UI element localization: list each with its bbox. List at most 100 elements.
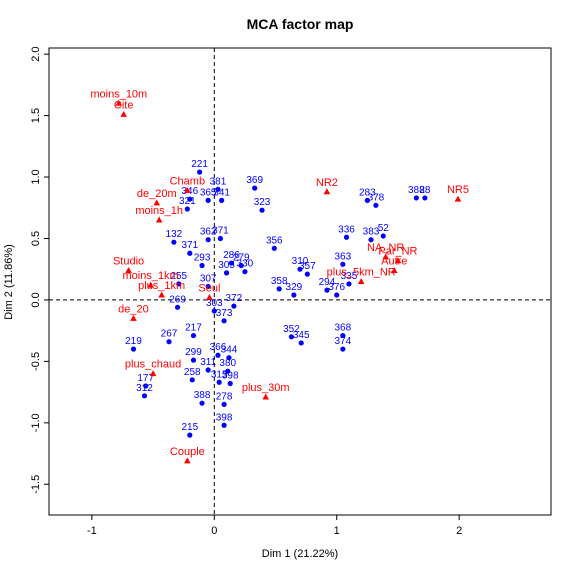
individual-point bbox=[215, 186, 221, 192]
category-point bbox=[120, 110, 127, 117]
individual-point bbox=[276, 286, 282, 292]
individual-point bbox=[205, 197, 211, 203]
individual-label: 221 bbox=[191, 159, 208, 170]
y-tick-label: -0.5 bbox=[30, 352, 42, 371]
individual-label: 371 bbox=[181, 240, 198, 251]
individual-point bbox=[340, 261, 346, 267]
individual-point bbox=[225, 368, 231, 374]
category-label: Seul bbox=[198, 282, 220, 294]
y-tick-label: 1.0 bbox=[30, 169, 42, 184]
individual-label: 258 bbox=[184, 367, 201, 378]
individual-label: 283 bbox=[359, 187, 376, 198]
y-tick-label: -1.0 bbox=[30, 413, 42, 432]
individual-label: 307 bbox=[200, 273, 217, 284]
category-label: de_20m bbox=[137, 188, 177, 200]
individual-label: 376 bbox=[328, 282, 345, 293]
category-point bbox=[323, 188, 331, 195]
individual-label: 363 bbox=[335, 251, 352, 262]
category-point bbox=[158, 291, 165, 298]
category-label: Couple bbox=[170, 446, 205, 458]
individual-point bbox=[228, 260, 235, 266]
individual-point bbox=[130, 346, 137, 352]
individual-point bbox=[324, 287, 330, 293]
category-label: plus_30m bbox=[242, 382, 290, 394]
individual-label: 388 bbox=[194, 390, 211, 401]
individual-label: 365 bbox=[200, 187, 217, 198]
category-point bbox=[184, 187, 191, 194]
individual-point bbox=[187, 250, 193, 256]
category-label: NR5 bbox=[447, 184, 469, 196]
x-tick-label: -1 bbox=[87, 525, 97, 537]
individual-label: 329 bbox=[286, 282, 303, 293]
individual-label: 255 bbox=[170, 271, 187, 282]
individual-point bbox=[380, 233, 386, 239]
y-tick-label: -1.5 bbox=[30, 475, 42, 494]
individual-label: 132 bbox=[166, 229, 183, 240]
category-label: plus_1km bbox=[138, 280, 185, 292]
individual-label: 356 bbox=[266, 235, 283, 246]
individual-point bbox=[205, 367, 211, 373]
category-label: plus_chaud bbox=[125, 359, 181, 371]
individual-point bbox=[259, 207, 265, 213]
individual-point bbox=[271, 245, 277, 251]
category-label: NR2 bbox=[316, 177, 338, 189]
individual-point bbox=[340, 346, 346, 352]
category-label: de_20 bbox=[118, 303, 149, 315]
individual-label: 278 bbox=[216, 391, 233, 402]
individual-point bbox=[190, 357, 197, 363]
category-point bbox=[149, 370, 157, 377]
category-point bbox=[115, 99, 123, 106]
individual-label: 373 bbox=[216, 308, 233, 319]
individual-point bbox=[219, 197, 225, 203]
individual-label: 388 bbox=[408, 185, 425, 196]
individual-point bbox=[221, 318, 227, 324]
individual-label: 368 bbox=[335, 323, 352, 334]
individual-point bbox=[221, 401, 227, 407]
individual-label: 286 bbox=[223, 250, 240, 261]
individual-point bbox=[187, 196, 193, 202]
individual-point bbox=[252, 185, 258, 191]
individual-label: 341 bbox=[213, 187, 230, 198]
individual-point bbox=[288, 334, 295, 340]
individual-point bbox=[174, 304, 181, 310]
individual-label: 358 bbox=[271, 276, 288, 287]
individual-label: 381 bbox=[210, 176, 227, 187]
individual-label: 269 bbox=[169, 294, 186, 305]
individual-point bbox=[304, 271, 310, 277]
individual-point bbox=[422, 195, 428, 201]
individual-label: 352 bbox=[283, 324, 300, 335]
individual-label: 321 bbox=[179, 196, 196, 207]
individual-label: 346 bbox=[181, 186, 198, 197]
individual-point bbox=[334, 292, 340, 298]
individual-label: 371 bbox=[212, 225, 229, 236]
individual-label: 374 bbox=[335, 336, 352, 347]
individual-point bbox=[189, 377, 195, 383]
y-axis: -1.5 -1.0 -0.5 0.0 0.5 1.0 1.5 2.0 bbox=[30, 46, 49, 494]
individual-label: 294 bbox=[319, 277, 336, 288]
individual-point bbox=[199, 262, 205, 269]
individual-label: 344 bbox=[221, 345, 238, 356]
individual-point bbox=[227, 380, 233, 387]
category-label: Par_NR bbox=[378, 246, 417, 258]
individual-label: 383 bbox=[363, 227, 380, 238]
category-point bbox=[390, 266, 398, 273]
individual-point bbox=[187, 432, 193, 438]
category-point bbox=[125, 266, 132, 273]
category-label: moins_1km bbox=[122, 270, 178, 282]
individual-point bbox=[242, 269, 248, 275]
individual-label: 303 bbox=[206, 298, 223, 309]
individual-point bbox=[340, 332, 346, 339]
individual-labels: 2213813653413463213693232833783882833638… bbox=[125, 159, 431, 433]
category-point bbox=[394, 257, 402, 264]
category-point bbox=[357, 278, 365, 284]
individual-label: 335 bbox=[341, 271, 358, 282]
category-point bbox=[155, 216, 163, 223]
individual-point bbox=[231, 303, 237, 309]
category-point bbox=[184, 457, 191, 464]
individual-point bbox=[373, 202, 379, 208]
individual-label: 369 bbox=[246, 175, 263, 186]
individual-label: 299 bbox=[185, 347, 202, 358]
individual-label: 372 bbox=[226, 293, 243, 304]
